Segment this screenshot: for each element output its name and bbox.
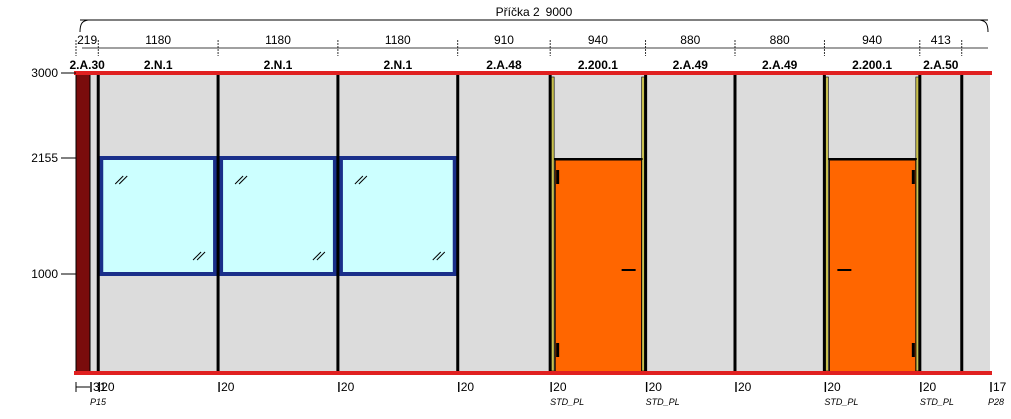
door-handle: [837, 269, 852, 271]
door-hinge: [911, 170, 915, 184]
module-code: 2.A.49: [762, 58, 798, 72]
glass-hatch-mark: [196, 251, 206, 261]
partition-post: [96, 73, 100, 373]
module-width: 940: [588, 33, 608, 47]
top-dimensions: Příčka 2 9000 219 1180 1180 1180 910 940 880 880 9…: [69, 5, 989, 72]
glass-hatch-mark: [192, 251, 202, 261]
module-code: 2.N.1: [383, 58, 412, 72]
partition-post: [960, 73, 964, 373]
joint-note: STD_PL: [646, 397, 680, 407]
joint-width: 20: [923, 380, 937, 394]
partition-post: [733, 73, 737, 373]
door-leaf: [554, 159, 643, 374]
glass-pane: [219, 156, 337, 276]
door-hinge: [556, 343, 560, 357]
module-code: 2.A.48: [486, 58, 522, 72]
module-width: 1180: [385, 33, 411, 47]
door-leaf: [828, 159, 917, 374]
module-width: 910: [494, 33, 514, 47]
bottom-rail: [74, 371, 992, 375]
glass-hatch-mark: [436, 251, 446, 261]
glass-hatch-mark: [354, 175, 364, 185]
module-width: 880: [770, 33, 790, 47]
module-code: 2.N.1: [144, 58, 173, 72]
overall-dim-left-tick: [79, 19, 89, 33]
joint-width: 20: [827, 380, 841, 394]
glass-hatch-mark: [312, 251, 322, 261]
door-hinge: [556, 170, 560, 184]
module-width: 880: [680, 33, 700, 47]
joint-note: STD_PL: [920, 397, 954, 407]
joint-width: 20: [341, 380, 355, 394]
module-code: 2.A.30: [69, 58, 105, 72]
glass-hatch-mark: [316, 251, 326, 261]
height-scale: 3000 2155 1000: [31, 66, 76, 281]
joint-width: 20: [738, 380, 752, 394]
height-label: 3000: [31, 66, 58, 80]
joint-width: 20: [101, 380, 115, 394]
module-code: 2.200.1: [852, 58, 892, 72]
glass-hatch-mark: [238, 175, 248, 185]
door-header: [554, 158, 643, 160]
joint-width: 20: [461, 380, 475, 394]
module-code: 2.N.1: [264, 58, 293, 72]
joint-width: 20: [649, 380, 663, 394]
partition-post: [918, 73, 922, 373]
joint-note: STD_PL: [824, 397, 858, 407]
end-post-start: [75, 72, 91, 374]
partition-post: [822, 73, 826, 373]
end-joint-note: P28: [988, 397, 1004, 407]
partition-post: [456, 73, 460, 373]
module-width: 1180: [145, 33, 171, 47]
end-joint-width: 17: [993, 380, 1007, 394]
glass-pane: [338, 156, 457, 276]
module-code: 2.200.1: [578, 58, 618, 72]
glass-hatch-mark: [358, 175, 368, 185]
partition-post: [644, 73, 648, 373]
joint-note: STD_PL: [550, 397, 584, 407]
glass-hatch-mark: [118, 175, 128, 185]
module-width: 413: [931, 33, 951, 47]
overall-dim-right-tick: [979, 19, 989, 33]
glass-hatch-mark: [114, 175, 124, 185]
module-code: 2.A.50: [923, 58, 959, 72]
top-rail: [74, 71, 992, 75]
partition-post: [336, 73, 340, 373]
partition-total-length: 9000: [546, 5, 573, 19]
door-hinge: [911, 343, 915, 357]
partition-title: Příčka 2 9000: [496, 5, 573, 19]
module-code: 2.A.49: [673, 58, 709, 72]
glass-hatch-mark: [432, 251, 442, 261]
wall-elevation: [74, 71, 992, 375]
glass-hatch-mark: [234, 175, 244, 185]
partition-post: [548, 73, 552, 373]
partition-name: Příčka 2: [496, 5, 540, 19]
glass-pane: [99, 156, 218, 276]
module-width: 940: [862, 33, 882, 47]
door-handle: [621, 269, 636, 271]
height-label: 1000: [31, 267, 58, 281]
bottom-joint-labels: 31P152020202020STD_PL20STD_PL2020STD_PL2…: [75, 380, 1007, 407]
height-label: 2155: [31, 151, 58, 165]
joint-width: 20: [221, 380, 235, 394]
door-header: [828, 158, 917, 160]
joint-width: 20: [553, 380, 567, 394]
partition-post: [216, 73, 220, 373]
module-width: 219: [77, 33, 97, 47]
joint-note: P15: [90, 397, 107, 407]
module-width: 1180: [265, 33, 291, 47]
